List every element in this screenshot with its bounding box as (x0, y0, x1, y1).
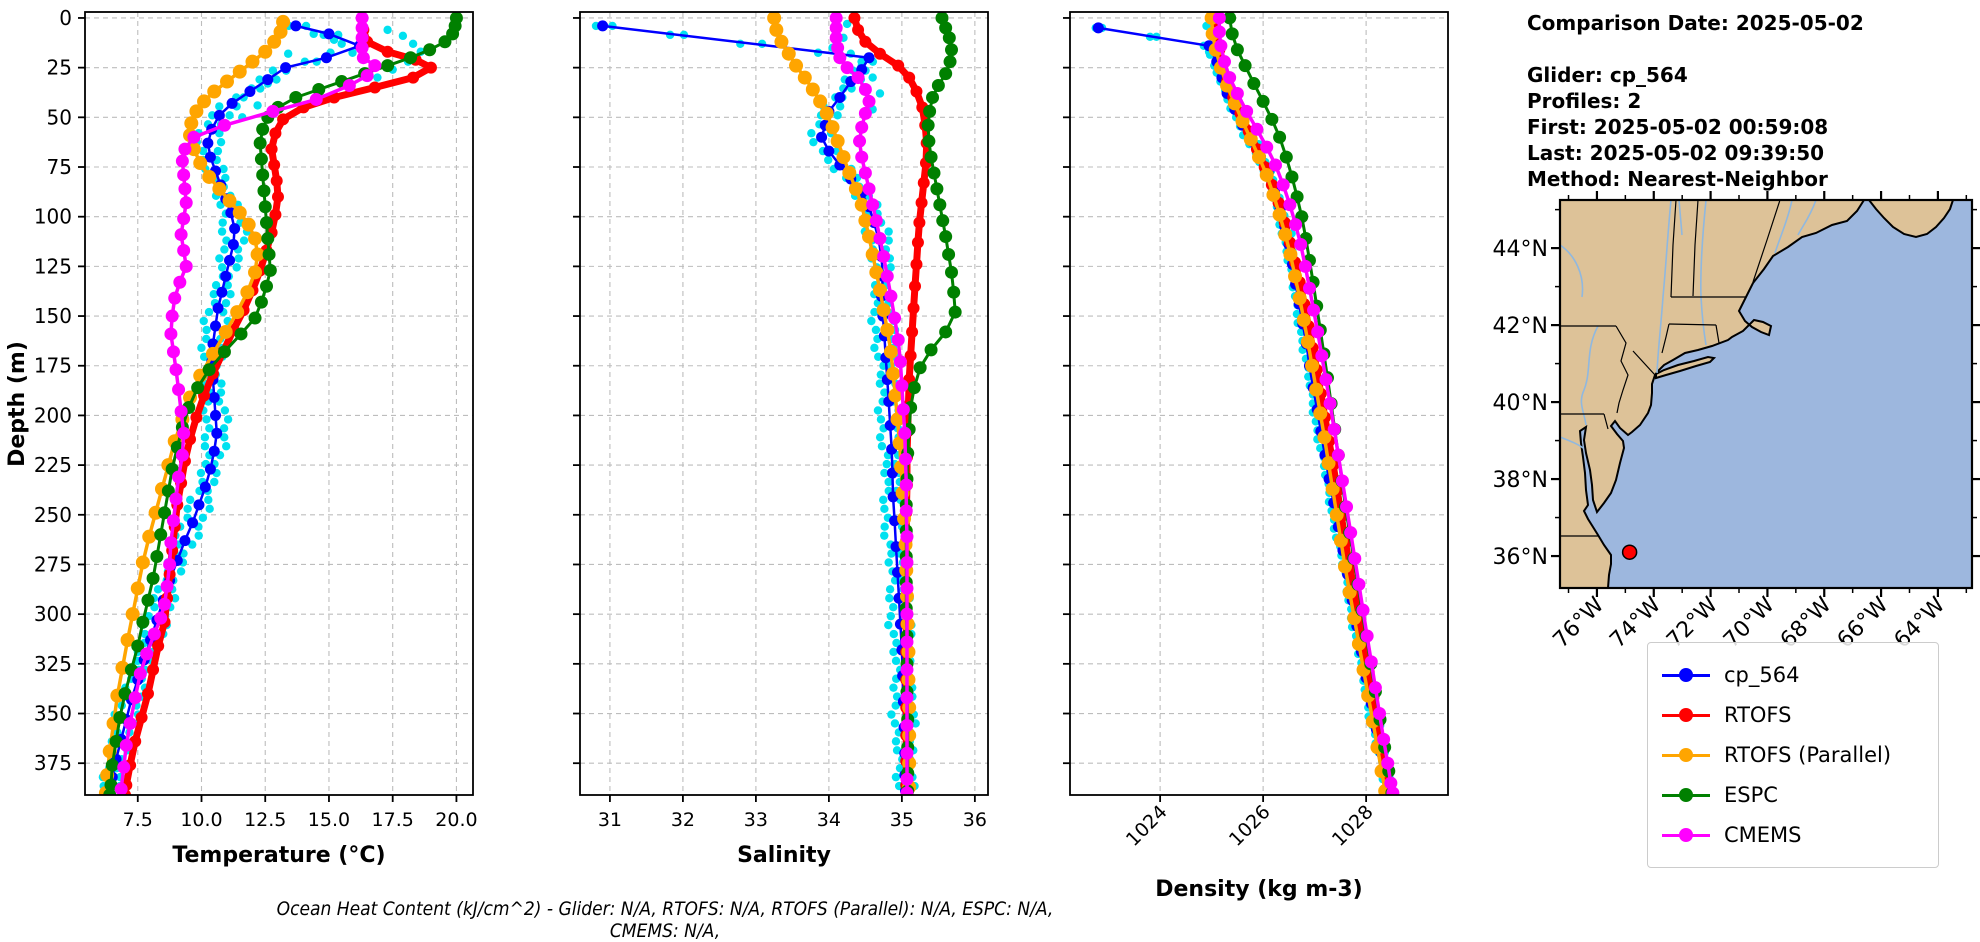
chart-salinity: 31 32 33 34 35 36 Salinity (573, 11, 989, 868)
x-tick-label: 35 (890, 809, 914, 831)
depth-tick-label: 150 (34, 304, 72, 328)
depth-tick-label: 100 (34, 205, 72, 229)
glider-name-text: Glider: cp_564 (1527, 63, 1688, 87)
land-area (1559, 199, 1866, 589)
lat-tick-label: 44°N (1493, 237, 1548, 262)
depth-tick-label: 375 (34, 751, 72, 775)
profiles-count-text: Profiles: 2 (1527, 89, 1642, 113)
legend-line-marker-icon (1662, 825, 1710, 845)
legend-label: ESPC (1724, 783, 1778, 807)
glider-location-marker (1621, 544, 1638, 560)
series-cp-564 (102, 20, 366, 795)
legend-line-marker-icon (1662, 745, 1710, 765)
last-profile-time-text: Last: 2025-05-02 09:39:50 (1527, 141, 1825, 165)
map-frame (1558, 198, 1974, 590)
depth-tick-label: 200 (34, 403, 72, 427)
depth-tick-label: 325 (34, 652, 72, 676)
depth-tick-label: 175 (34, 354, 72, 378)
xlabel-density: Density (kg m-3) (1155, 877, 1363, 902)
depth-tick-label: 50 (47, 105, 72, 129)
x-tick-label: 12.5 (244, 809, 286, 831)
depth-tick-label: 350 (34, 702, 72, 726)
x-tick-label: 34 (817, 809, 841, 831)
lon-tick-label: 76°W (1549, 592, 1610, 653)
lat-tick-label: 40°N (1493, 391, 1548, 416)
legend-item-cp-564: cp_564 (1662, 655, 1924, 695)
series-cmems (829, 12, 914, 795)
info-spacer (1527, 36, 1864, 62)
long-island (1655, 355, 1717, 380)
legend-item-espc: ESPC (1662, 775, 1924, 815)
x-tick-label: 17.5 (372, 809, 414, 831)
map-base-layer: 36°N38°N40°N42°N44°N76°W74°W72°W70°W68°W… (1493, 191, 1980, 653)
river-lines (1559, 199, 1817, 449)
axis-ticks: 31 32 33 34 35 36 (573, 17, 987, 831)
depth-tick-label: 250 (34, 503, 72, 527)
depth-tick-label: 125 (34, 254, 72, 278)
depth-tick-label: 300 (34, 602, 72, 626)
series-rtofs-parallel- (98, 14, 291, 795)
series-cmems (1212, 12, 1400, 795)
chart-temperature: 7.5 10.0 12.5 15.0 17.5 20.0 0 25 50 75 100 125 150 1… (34, 6, 478, 868)
series-cmems (114, 12, 382, 795)
series-rtofs (119, 12, 437, 795)
profile-charts-svg: 7.5 10.0 12.5 15.0 17.5 20.0 0 25 50 75 100 125 150 1… (5, 6, 1449, 902)
ocean-heat-content-note: Ocean Heat Content (kJ/cm^2) - Glider: N… (276, 898, 1054, 942)
xlabel-temperature: Temperature (°C) (172, 843, 385, 868)
ylabel-depth: Depth (m) (5, 341, 30, 467)
x-tick-label: 33 (744, 809, 768, 831)
axis-ticks: 7.5 10.0 12.5 15.0 17.5 20.0 0 25 50 75 100 125 150 1… (34, 6, 478, 831)
x-tick-label: 1028 (1328, 801, 1378, 851)
legend-line-marker-icon (1662, 665, 1710, 685)
x-tick-label: 1024 (1122, 801, 1172, 851)
depth-tick-label: 275 (34, 552, 72, 576)
legend-label: RTOFS (Parallel) (1724, 743, 1892, 767)
legend-item-rtofs: RTOFS (1662, 695, 1924, 735)
x-tick-label: 10.0 (180, 809, 222, 831)
legend-line-marker-icon (1662, 705, 1710, 725)
legend-item-rtofs-parallel-: RTOFS (Parallel) (1662, 735, 1924, 775)
x-tick-label: 32 (671, 809, 695, 831)
series-rtofs-parallel- (1204, 12, 1393, 795)
method-text: Method: Nearest-Neighbor (1527, 167, 1828, 191)
series-espc (103, 12, 463, 795)
legend-label: cp_564 (1724, 663, 1800, 687)
legend-label: CMEMS (1724, 823, 1802, 847)
comparison-date-text: Comparison Date: 2025-05-02 (1527, 11, 1864, 35)
depth-tick-label: 225 (34, 453, 72, 477)
legend-item-cmems: CMEMS (1662, 815, 1924, 855)
depth-tick-label: 25 (47, 56, 72, 80)
lat-tick-label: 42°N (1493, 314, 1548, 339)
legend: cp_564 RTOFS RTOFS (Parallel) ESPC CMEMS (1647, 642, 1939, 868)
depth-tick-label: 0 (59, 6, 72, 30)
xlabel-salinity: Salinity (737, 843, 831, 868)
nova-scotia (1866, 199, 1955, 239)
state-border-lines (1560, 199, 1781, 537)
x-tick-label: 36 (963, 809, 987, 831)
legend-line-marker-icon (1662, 785, 1710, 805)
x-tick-label: 1026 (1225, 801, 1275, 851)
first-profile-time-text: First: 2025-05-02 00:59:08 (1527, 115, 1829, 139)
location-map: 36°N38°N40°N42°N44°N76°W74°W72°W70°W68°W… (1493, 191, 1980, 653)
x-tick-label: 7.5 (123, 809, 153, 831)
x-tick-label: 15.0 (308, 809, 350, 831)
raw-glider-scatter (1091, 21, 1397, 793)
chart-density: 1024 1026 1028 Density (kg m-3) (1063, 11, 1449, 902)
gridlines (580, 12, 988, 795)
legend-label: RTOFS (1724, 703, 1792, 727)
comparison-info-panel: Comparison Date: 2025-05-02 Glider: cp_5… (1527, 10, 1864, 192)
x-tick-label: 31 (598, 809, 622, 831)
lat-tick-label: 38°N (1493, 468, 1548, 493)
x-tick-label: 20.0 (435, 809, 477, 831)
raw-glider-scatter (591, 19, 920, 791)
depth-tick-label: 75 (47, 155, 72, 179)
lat-tick-label: 36°N (1493, 545, 1548, 570)
